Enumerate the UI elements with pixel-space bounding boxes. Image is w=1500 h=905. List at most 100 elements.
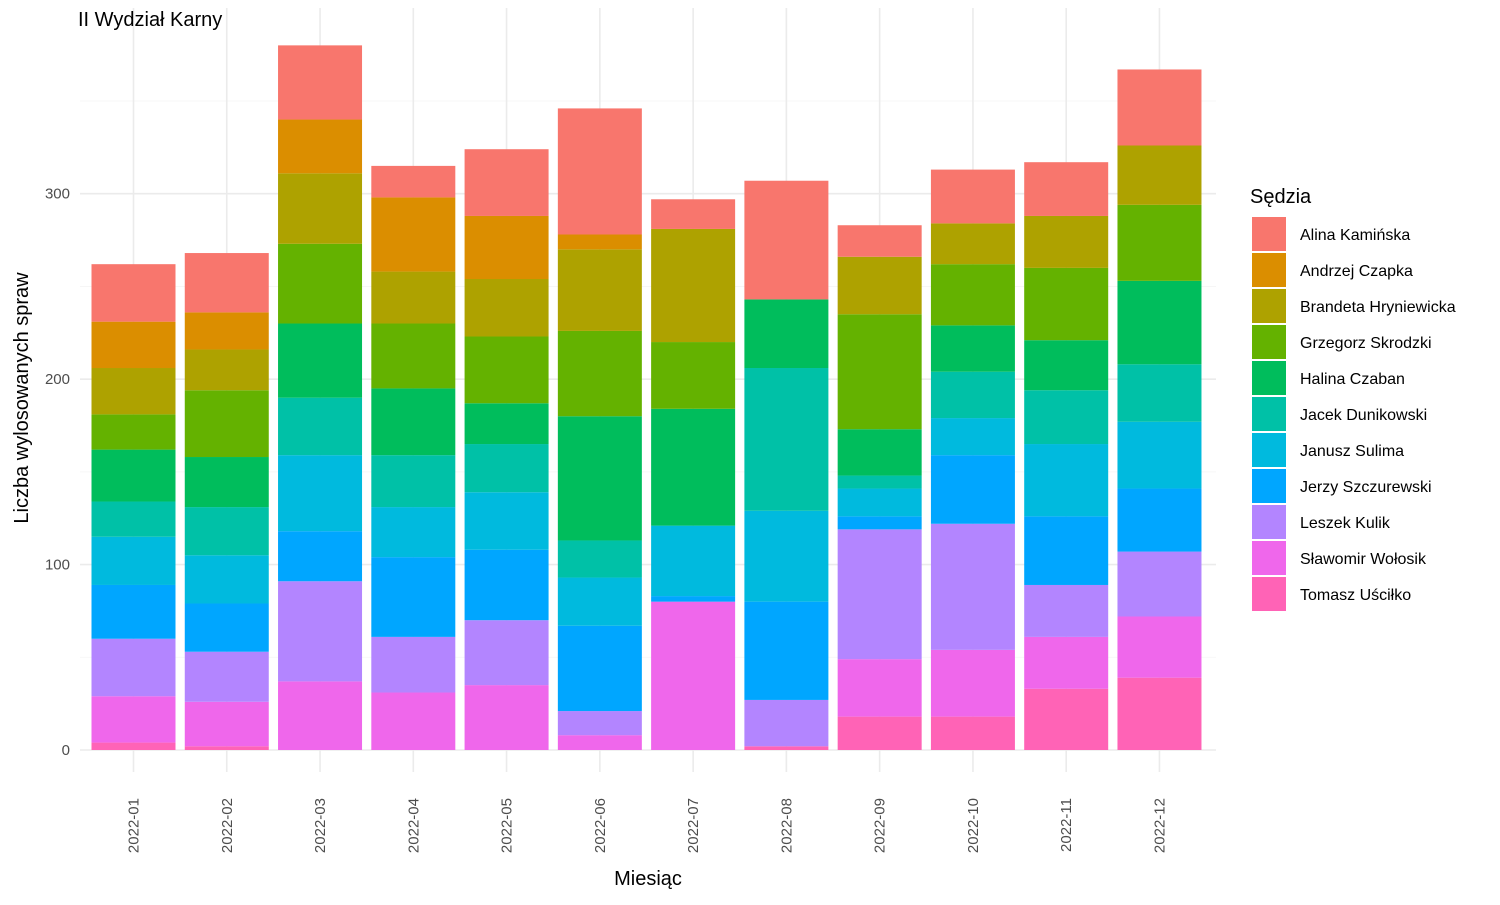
bar-segment xyxy=(464,336,549,404)
bar-segment xyxy=(837,488,922,517)
legend-swatch xyxy=(1252,505,1286,539)
bar-segment xyxy=(91,368,176,415)
bar-segment xyxy=(1024,584,1109,637)
bar-segment xyxy=(557,108,642,235)
bar-segment xyxy=(651,408,736,526)
x-tick-label: 2022-03 xyxy=(312,798,329,853)
bar-segment xyxy=(1117,616,1202,678)
bar-segment xyxy=(930,325,1015,372)
legend-label: Halina Czaban xyxy=(1300,371,1405,388)
bar-segment xyxy=(1024,162,1109,216)
legend-swatch xyxy=(1252,397,1286,431)
legend-label: Alina Kamińska xyxy=(1300,227,1410,244)
bar-segment xyxy=(1024,444,1109,517)
legend-label: Jerzy Szczurewski xyxy=(1300,479,1432,496)
bar-segment xyxy=(1024,215,1109,268)
bar-segment xyxy=(557,416,642,541)
bar-segment xyxy=(744,180,829,300)
bar-segment xyxy=(371,692,456,750)
bar-segment xyxy=(1117,677,1202,750)
bar-segment xyxy=(1024,636,1109,689)
bar-segment xyxy=(837,314,922,430)
bar-segment xyxy=(464,279,549,337)
bar-segment xyxy=(184,253,269,313)
bar-segment xyxy=(1024,390,1109,445)
bar-segment xyxy=(278,397,363,456)
bar-segment xyxy=(278,173,363,244)
legend-swatch xyxy=(1252,253,1286,287)
x-tick-label: 2022-10 xyxy=(965,798,982,853)
bar-segment xyxy=(930,455,1015,524)
bar-segment xyxy=(744,699,829,747)
legend-label: Leszek Kulik xyxy=(1300,515,1391,532)
x-tick-label: 2022-02 xyxy=(219,798,236,853)
bar-segment xyxy=(837,659,922,717)
x-tick-label: 2022-01 xyxy=(126,798,143,853)
bar-segment xyxy=(930,264,1015,326)
bar-segment xyxy=(371,197,456,272)
legend-label: Brandeta Hryniewicka xyxy=(1300,299,1456,316)
legend-label: Janusz Sulima xyxy=(1300,443,1404,460)
bar-segment xyxy=(651,342,736,409)
bar-segment xyxy=(464,444,549,493)
legend-swatch xyxy=(1252,361,1286,395)
bar-segment xyxy=(651,199,736,229)
legend-swatch xyxy=(1252,469,1286,503)
bar-segment xyxy=(464,549,549,621)
legend-title: Sędzia xyxy=(1250,186,1312,208)
bar-segment xyxy=(1117,145,1202,205)
bar-segment xyxy=(1117,488,1202,552)
bar-segment xyxy=(184,312,269,350)
legend-swatch xyxy=(1252,325,1286,359)
bar-segment xyxy=(278,45,363,120)
bar-segment xyxy=(930,418,1015,456)
bar-segment xyxy=(91,321,176,369)
legend-label: Tomasz Uściłko xyxy=(1300,587,1411,604)
bar-segment xyxy=(651,601,736,750)
bar-segment xyxy=(464,403,549,445)
bar-segment xyxy=(371,507,456,558)
bar-segment xyxy=(837,256,922,315)
bar-segment xyxy=(651,525,736,597)
legend-label: Sławomir Wołosik xyxy=(1300,551,1427,568)
bar-segment xyxy=(91,584,176,639)
bar-segment xyxy=(1117,204,1202,281)
y-axis-title: Liczba wylosowanych spraw xyxy=(11,272,33,524)
bar-segment xyxy=(371,636,456,693)
legend-label: Andrzej Czapka xyxy=(1300,263,1413,280)
y-tick-label: 200 xyxy=(45,371,70,388)
bar-segment xyxy=(278,455,363,532)
bar-segment xyxy=(837,529,922,660)
x-tick-label: 2022-11 xyxy=(1058,798,1075,852)
bar-segment xyxy=(371,388,456,456)
bar-segment xyxy=(91,638,176,697)
bar-segment xyxy=(184,507,269,556)
x-tick-label: 2022-07 xyxy=(685,798,702,853)
bar-segment xyxy=(91,264,176,322)
bar-segment xyxy=(557,249,642,331)
bar-segment xyxy=(557,330,642,417)
bar-segment xyxy=(930,223,1015,265)
bar-segment xyxy=(184,746,269,750)
bar-segment xyxy=(930,716,1015,750)
bar-segment xyxy=(184,349,269,391)
bar-segment xyxy=(184,701,269,747)
bar-segment xyxy=(1024,340,1109,391)
bar-segment xyxy=(837,716,922,750)
legend-label: Jacek Dunikowski xyxy=(1300,407,1427,424)
bar-segment xyxy=(184,390,269,458)
bar-segment xyxy=(1117,421,1202,489)
legend-label: Grzegorz Skrodzki xyxy=(1300,335,1432,352)
bar-segment xyxy=(371,455,456,508)
legend: Sędzia Alina Kamińska Andrzej Czapka Brand… xyxy=(1250,186,1456,611)
y-tick-label: 0 xyxy=(62,742,70,759)
x-tick-label: 2022-04 xyxy=(405,798,422,853)
bar-segment xyxy=(557,711,642,736)
bar-segment xyxy=(464,215,549,280)
bar-segment xyxy=(371,557,456,637)
x-tick-label: 2022-09 xyxy=(872,798,889,853)
bar-segment xyxy=(91,696,176,743)
bar-segment xyxy=(91,536,176,585)
bar-segment xyxy=(1117,69,1202,146)
